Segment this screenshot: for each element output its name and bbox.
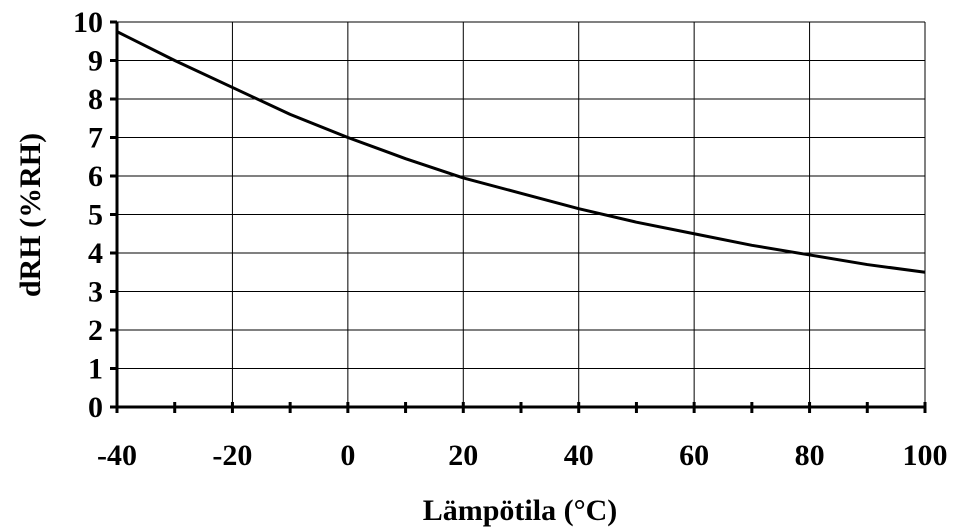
x-tick-label: -40: [97, 439, 137, 472]
x-tick-label: 40: [564, 439, 594, 472]
series-line: [116, 30, 926, 274]
grid: [117, 21, 926, 407]
y-tick-label: 9: [88, 45, 103, 78]
y-tick-label: 0: [88, 391, 103, 424]
x-tick-label: 100: [903, 439, 948, 472]
tick-labels: 0 1 2 3 4 5 6 7 8 9 10 -40 -20 0 20 40 60 80 100: [73, 6, 948, 472]
y-tick-label: 6: [88, 160, 103, 193]
y-tick-label: 5: [88, 199, 103, 232]
x-tick-label: 80: [795, 439, 825, 472]
x-tick-label: 20: [448, 439, 478, 472]
y-tick-label: 10: [73, 6, 103, 39]
y-tick-label: 2: [88, 314, 103, 347]
y-tick-label: 3: [88, 276, 103, 309]
y-tick-label: 1: [88, 353, 103, 386]
y-tick-label: 4: [88, 237, 103, 270]
x-tick-label: 60: [679, 439, 709, 472]
axes: [110, 20, 927, 413]
x-tick-label: -20: [212, 439, 252, 472]
x-axis-title: Lämpötila (°C): [423, 494, 618, 527]
x-tick-label: 0: [340, 439, 355, 472]
series: [116, 30, 926, 274]
y-tick-label: 8: [88, 83, 103, 116]
y-axis-title: dRH (%RH): [14, 133, 47, 297]
y-tick-label: 7: [88, 122, 103, 155]
